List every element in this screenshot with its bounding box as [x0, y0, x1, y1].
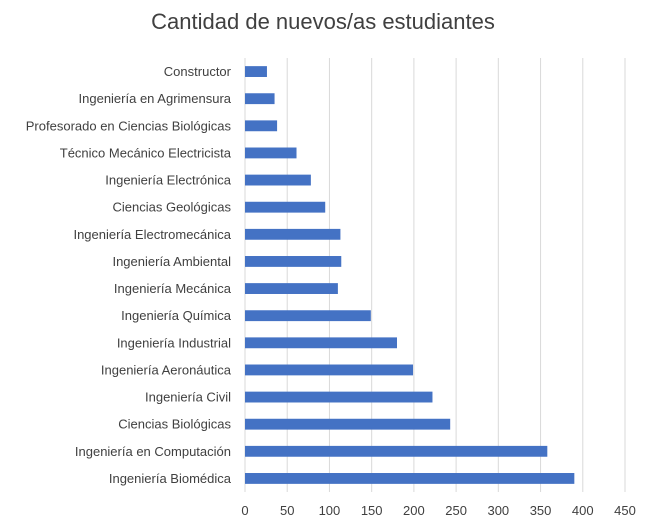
- category-label: Técnico Mecánico Electricista: [60, 145, 232, 160]
- bar: [245, 147, 297, 159]
- bar: [245, 201, 326, 213]
- bars: [245, 66, 575, 484]
- bar: [245, 283, 338, 294]
- x-tick-label: 0: [241, 503, 248, 518]
- bar: [245, 364, 414, 376]
- category-label: Ingeniería Electrónica: [105, 173, 232, 188]
- category-label: Ingeniería Biomédica: [109, 471, 232, 486]
- x-tick-label: 150: [361, 503, 383, 518]
- x-tick-label: 100: [319, 503, 341, 518]
- x-tick-label: 300: [487, 503, 509, 518]
- gridlines: [244, 58, 626, 492]
- bar: [245, 174, 311, 186]
- x-tick-label: 450: [614, 503, 636, 518]
- bar: [245, 66, 267, 77]
- category-label: Ingeniería Electromecánica: [73, 227, 231, 242]
- category-label: Ingeniería en Computación: [75, 444, 231, 459]
- category-label: Ciencias Biológicas: [118, 417, 231, 432]
- category-label: Ingeniería Mecánica: [114, 281, 232, 296]
- category-labels: Ingeniería Biomédica Ingeniería en Comput…: [26, 64, 232, 486]
- bar: [245, 337, 397, 349]
- bar: [245, 93, 275, 105]
- bar: [245, 256, 342, 267]
- x-tick-label: 50: [280, 503, 294, 518]
- category-label: Ingeniería en Agrimensura: [79, 91, 232, 106]
- category-label: Ingeniería Civil: [145, 390, 231, 405]
- bar: [245, 228, 341, 240]
- x-tick-label: 400: [572, 503, 594, 518]
- x-tick-label: 350: [530, 503, 552, 518]
- x-tick-label: 250: [445, 503, 467, 518]
- category-label: Constructor: [164, 64, 232, 79]
- bar: [245, 310, 371, 322]
- bar: [245, 445, 548, 457]
- category-label: Ingeniería Química: [121, 308, 232, 323]
- category-label: Profesorado en Ciencias Biológicas: [26, 118, 232, 133]
- category-label: Ingeniería Industrial: [117, 335, 231, 350]
- category-label: Ingeniería Ambiental: [112, 254, 231, 269]
- bar: [245, 120, 278, 132]
- category-label: Ingeniería Aeronáutica: [101, 362, 232, 377]
- category-label: Ciencias Geológicas: [112, 200, 231, 215]
- chart-title: Cantidad de nuevos/as estudiantes: [151, 9, 495, 34]
- bar: [245, 391, 433, 403]
- x-axis-tick-labels: 0 50 100 150 200 250 300 350 400 450: [241, 503, 635, 518]
- bar: [245, 418, 451, 430]
- bar: [245, 473, 575, 484]
- x-tick-label: 200: [403, 503, 425, 518]
